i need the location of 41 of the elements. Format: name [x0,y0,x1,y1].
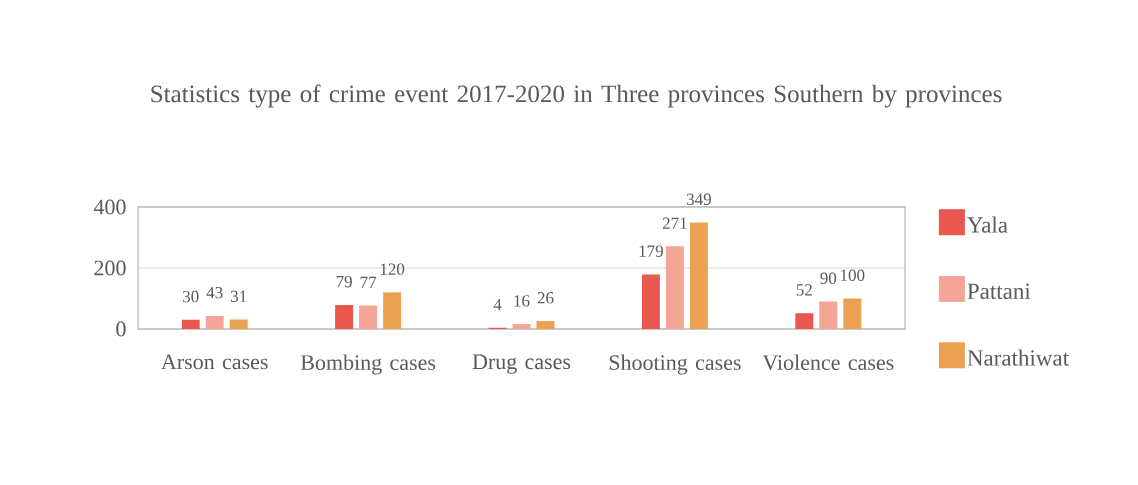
data-label: 16 [514,295,530,307]
x-tick-label: Shooting cases [609,354,741,375]
data-label: 90 [820,272,837,285]
y-tick-label: 200 [94,260,126,276]
data-label: 30 [183,290,199,303]
data-label: 179 [639,245,663,257]
data-label: 349 [686,193,711,206]
legend-label: Narathiwat [967,349,1069,366]
data-label: 100 [841,269,865,281]
bar [229,319,248,329]
data-label: 79 [336,275,352,288]
bar [819,301,838,329]
bar [536,321,555,329]
x-tick-label: Drug cases [472,354,571,374]
data-label: 120 [380,263,405,275]
data-label: 4 [493,299,502,311]
data-label: 26 [537,292,554,304]
data-label: 52 [796,284,812,296]
x-tick-label: Violence cases [762,354,894,371]
chart-title: Statistics type of crime event 2017-2020 in Three provinces Southern by provinces [151,84,1002,108]
legend-label: Pattani [967,283,1031,300]
bar [641,274,660,329]
bar [205,315,224,329]
bar [795,313,814,329]
data-label: 43 [206,286,223,299]
bar [665,246,684,329]
bar [359,305,378,329]
bar [383,292,402,329]
bar [843,298,862,329]
data-label: 31 [231,290,247,303]
data-label: 271 [662,217,687,229]
bar [689,222,708,329]
legend-label: Yala [967,216,1008,233]
bar [335,304,354,329]
x-tick-label: Arson cases [161,354,268,370]
bar [181,319,200,329]
x-tick-label: Bombing cases [300,354,436,375]
y-tick-label: 0 [116,321,126,337]
y-tick-label: 400 [93,199,126,215]
data-label: 77 [360,276,377,288]
bar [512,324,531,329]
